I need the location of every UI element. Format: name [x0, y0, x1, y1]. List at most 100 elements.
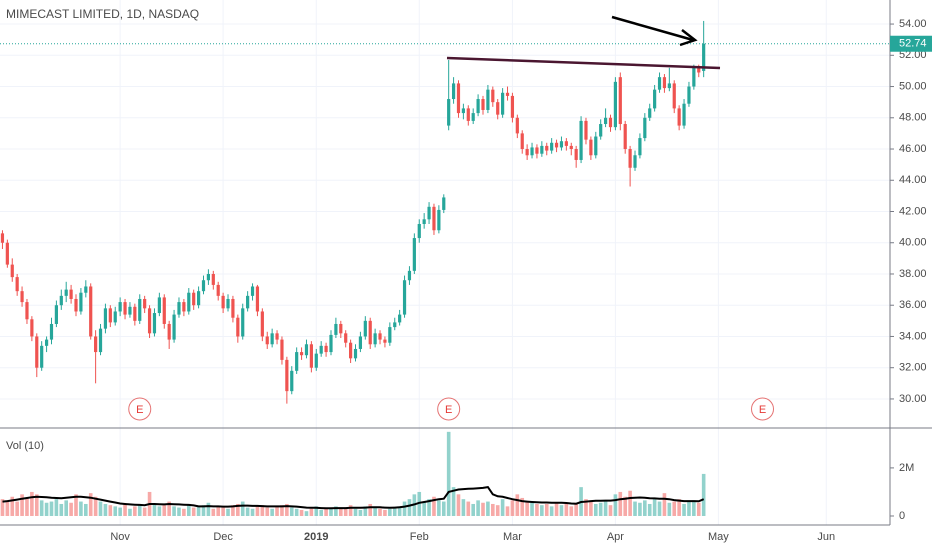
- volume-bar: [461, 499, 466, 516]
- volume-bar: [275, 506, 279, 516]
- volume-bar: [633, 501, 637, 516]
- candle-body: [358, 336, 363, 349]
- candle-body: [505, 92, 510, 96]
- volume-bar: [486, 501, 490, 516]
- volume-bar: [672, 501, 677, 516]
- volume-bar: [299, 509, 304, 516]
- candle-body: [10, 264, 14, 278]
- candle-body: [221, 295, 225, 309]
- x-tick-label: May: [708, 531, 729, 543]
- candle-body: [290, 370, 294, 392]
- volume-ma-line: [2, 486, 705, 510]
- candle-body: [54, 305, 58, 324]
- candle-body: [471, 113, 475, 121]
- candle-body: [692, 67, 696, 87]
- event-marker: [437, 397, 461, 421]
- candle-body: [520, 133, 524, 150]
- volume-bar: [314, 506, 319, 516]
- volume-bar: [334, 506, 338, 516]
- candle-body: [584, 120, 588, 140]
- volume-bar: [113, 506, 118, 516]
- volume-bar: [525, 501, 529, 516]
- candle-body: [138, 298, 142, 321]
- volume-bar: [638, 502, 642, 516]
- candle-body: [603, 117, 608, 125]
- volume-bar: [392, 507, 397, 516]
- volume-bar: [417, 491, 422, 516]
- candle-body: [574, 149, 578, 160]
- candle-body: [314, 353, 318, 368]
- candle-body: [530, 147, 534, 156]
- candle-body: [427, 206, 431, 220]
- candle-body: [554, 142, 559, 148]
- candle-body: [162, 297, 166, 324]
- volume-bar: [358, 509, 363, 516]
- volume-bar: [69, 502, 73, 516]
- y-tick-label: 32.00: [899, 362, 927, 374]
- candle-body: [118, 302, 122, 312]
- candle-body: [329, 334, 333, 353]
- volume-bar: [88, 493, 93, 516]
- candle-body: [579, 120, 583, 160]
- event-label: E: [136, 404, 143, 416]
- volume-bar: [363, 506, 368, 516]
- candle-body: [123, 302, 127, 315]
- volume-bar: [265, 507, 270, 516]
- volume-bar: [289, 507, 294, 516]
- volume-bar: [491, 503, 495, 516]
- x-tick-label: Feb: [410, 531, 429, 543]
- candle-body: [388, 327, 392, 343]
- volume-bar: [569, 506, 574, 516]
- candle-body: [5, 242, 9, 265]
- candle-body: [594, 136, 598, 156]
- y-tick-label: 34.00: [899, 330, 927, 342]
- candle-body: [285, 359, 289, 392]
- x-tick-label: Mar: [503, 531, 522, 543]
- event-marker: [751, 397, 775, 421]
- candle-body: [201, 280, 206, 292]
- volume-bar: [466, 501, 471, 516]
- volume-bar: [324, 508, 328, 516]
- x-tick-label: Apr: [607, 531, 624, 543]
- volume-bar: [692, 500, 696, 516]
- volume-bar: [402, 501, 407, 516]
- volume-bar: [338, 508, 343, 516]
- volume-bar: [74, 494, 78, 516]
- volume-bar: [294, 508, 299, 516]
- y-tick-label: 40.00: [899, 237, 927, 249]
- y-tick-label: 38.00: [899, 268, 927, 280]
- y-tick-label: 54.00: [899, 18, 927, 30]
- volume-bar: [608, 505, 613, 516]
- candle-body: [236, 317, 240, 337]
- event-label: E: [759, 404, 766, 416]
- candle-body: [657, 77, 662, 90]
- volume-bar: [623, 496, 628, 516]
- volume-bar: [255, 506, 260, 516]
- candle-body: [550, 142, 554, 151]
- y-tick-label: 2M: [899, 462, 914, 474]
- volume-bar: [172, 506, 176, 516]
- candle-body: [417, 223, 421, 239]
- candle-body: [44, 339, 49, 346]
- candle-body: [677, 108, 681, 126]
- volume-bar: [701, 473, 706, 516]
- volume-bar: [476, 500, 480, 516]
- volume-bar: [589, 501, 593, 516]
- candle-body: [363, 320, 367, 337]
- volume-bar: [348, 505, 353, 516]
- candle-body: [432, 206, 436, 231]
- volume-bar: [687, 501, 691, 516]
- candle-body: [79, 292, 83, 312]
- last-price-box: [890, 35, 932, 52]
- arrow-head: [679, 29, 698, 47]
- volume-bar: [15, 501, 19, 516]
- candle-body: [309, 344, 313, 368]
- candle-body: [398, 314, 402, 323]
- volume-bar: [84, 503, 88, 516]
- candle-body: [442, 197, 446, 210]
- volume-bar: [20, 494, 24, 516]
- candle-body: [672, 83, 676, 109]
- candle-body: [540, 145, 544, 154]
- volume-bar: [535, 503, 539, 516]
- candle-body: [368, 320, 372, 345]
